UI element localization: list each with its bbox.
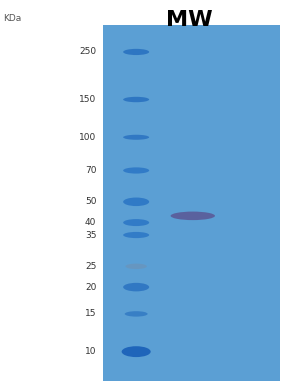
Text: 40: 40 (85, 218, 96, 227)
Text: 10: 10 (85, 347, 96, 356)
Text: 25: 25 (85, 262, 96, 271)
Text: 250: 250 (79, 47, 96, 57)
Text: 20: 20 (85, 282, 96, 292)
Text: 35: 35 (85, 230, 96, 239)
Text: 70: 70 (85, 166, 96, 175)
Text: 100: 100 (79, 133, 96, 142)
Text: 15: 15 (85, 309, 96, 319)
Text: 150: 150 (79, 95, 96, 104)
Text: 50: 50 (85, 197, 96, 206)
Text: MW: MW (166, 10, 213, 30)
Text: KDa: KDa (3, 14, 21, 23)
